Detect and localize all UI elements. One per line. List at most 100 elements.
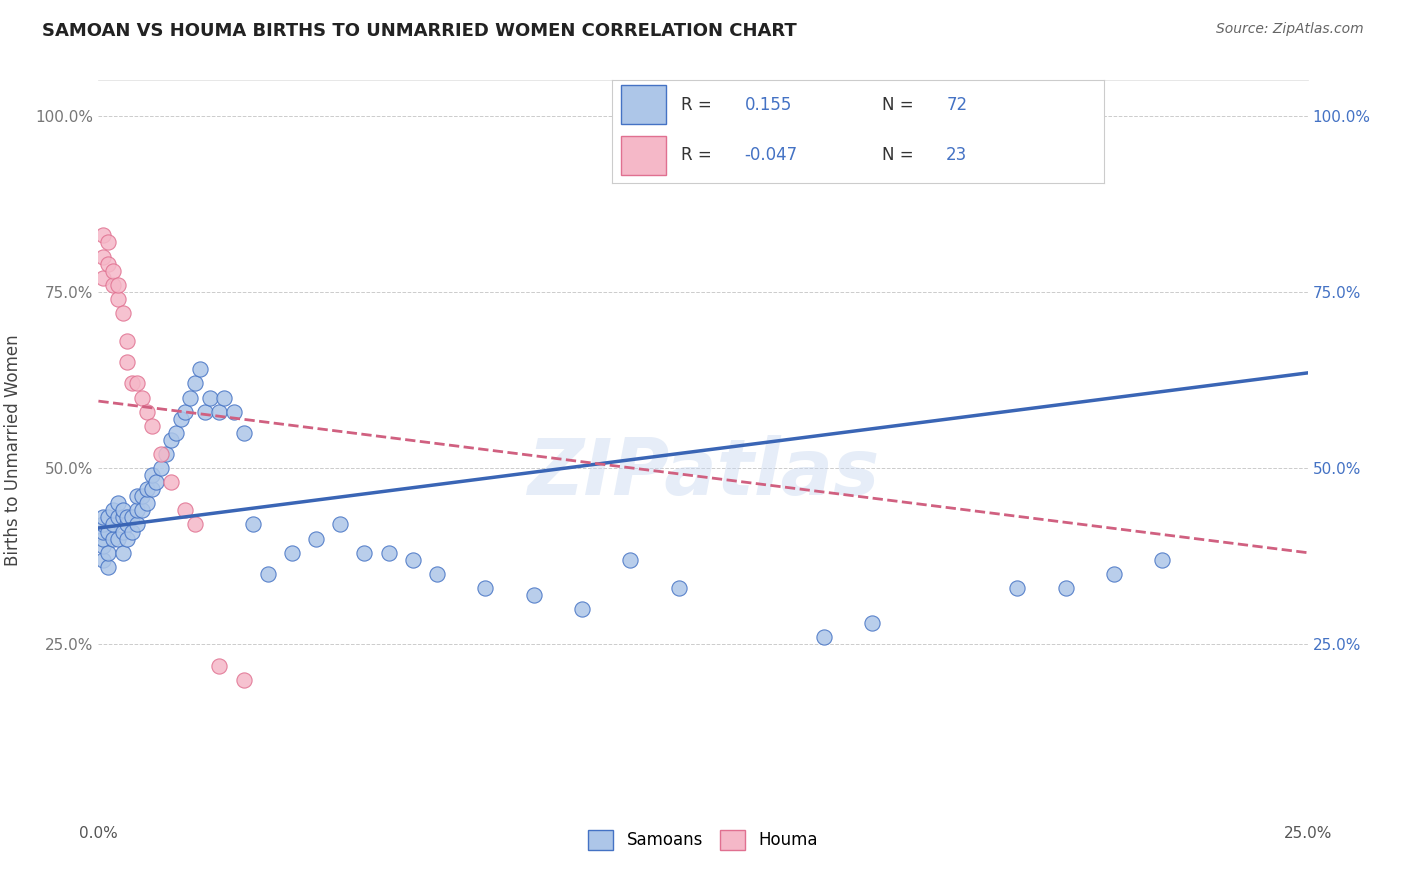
Point — [117, 510, 139, 524]
Point — [91, 510, 114, 524]
Point — [101, 277, 124, 292]
Point — [208, 658, 231, 673]
Point — [188, 362, 211, 376]
Point — [1054, 581, 1077, 595]
Point — [121, 524, 143, 539]
Point — [813, 630, 835, 644]
Point — [135, 405, 157, 419]
Point — [91, 270, 114, 285]
Text: N =: N = — [883, 96, 914, 114]
Text: -0.047: -0.047 — [745, 146, 797, 164]
Point — [111, 306, 134, 320]
Point — [97, 546, 120, 560]
Point — [668, 581, 690, 595]
Point — [101, 532, 124, 546]
Point — [571, 602, 593, 616]
Point — [232, 673, 254, 687]
Point — [127, 503, 149, 517]
Point — [305, 532, 328, 546]
Point — [353, 546, 375, 560]
Point — [91, 532, 114, 546]
Point — [174, 405, 197, 419]
Point — [101, 263, 124, 277]
Text: R =: R = — [681, 96, 711, 114]
Point — [97, 257, 120, 271]
Point — [619, 553, 641, 567]
Point — [169, 411, 191, 425]
Point — [101, 517, 124, 532]
Point — [91, 250, 114, 264]
Point — [1102, 566, 1125, 581]
Point — [141, 468, 163, 483]
Point — [111, 546, 134, 560]
Point — [135, 496, 157, 510]
Text: SAMOAN VS HOUMA BIRTHS TO UNMARRIED WOMEN CORRELATION CHART: SAMOAN VS HOUMA BIRTHS TO UNMARRIED WOME… — [42, 22, 797, 40]
Point — [174, 503, 197, 517]
Y-axis label: Births to Unmarried Women: Births to Unmarried Women — [4, 334, 21, 566]
Point — [329, 517, 352, 532]
Point — [91, 517, 114, 532]
Point — [208, 405, 231, 419]
Point — [1152, 553, 1174, 567]
Text: Source: ZipAtlas.com: Source: ZipAtlas.com — [1216, 22, 1364, 37]
Point — [860, 616, 883, 631]
Point — [107, 532, 129, 546]
FancyBboxPatch shape — [621, 136, 666, 175]
Point — [91, 553, 114, 567]
Point — [150, 461, 173, 475]
Point — [184, 376, 207, 391]
Point — [184, 517, 207, 532]
Point — [121, 376, 143, 391]
Point — [141, 418, 163, 433]
Point — [131, 503, 153, 517]
Point — [145, 475, 167, 490]
Point — [97, 524, 120, 539]
Point — [107, 292, 129, 306]
Point — [179, 391, 201, 405]
Legend: Samoans, Houma: Samoans, Houma — [582, 823, 824, 856]
Point — [117, 517, 139, 532]
Point — [160, 475, 183, 490]
Text: 23: 23 — [946, 146, 967, 164]
Point — [127, 489, 149, 503]
Point — [97, 235, 120, 250]
Point — [232, 425, 254, 440]
Point — [242, 517, 264, 532]
Point — [111, 503, 134, 517]
Point — [281, 546, 304, 560]
Text: 0.155: 0.155 — [745, 96, 792, 114]
Point — [426, 566, 449, 581]
Point — [97, 510, 120, 524]
Point — [117, 334, 139, 348]
Point — [222, 405, 245, 419]
Point — [141, 482, 163, 496]
Point — [101, 503, 124, 517]
Point — [91, 539, 114, 553]
Point — [97, 559, 120, 574]
Text: R =: R = — [681, 146, 711, 164]
Point — [111, 510, 134, 524]
Point — [256, 566, 278, 581]
Point — [212, 391, 235, 405]
Point — [402, 553, 425, 567]
Text: ZIPatlas: ZIPatlas — [527, 434, 879, 511]
Point — [160, 433, 183, 447]
Point — [117, 355, 139, 369]
Point — [91, 524, 114, 539]
Text: 72: 72 — [946, 96, 967, 114]
Point — [1007, 581, 1029, 595]
Point — [91, 228, 114, 243]
Point — [117, 532, 139, 546]
Point — [111, 524, 134, 539]
Point — [523, 588, 546, 602]
Point — [377, 546, 399, 560]
Point — [150, 447, 173, 461]
Point — [127, 376, 149, 391]
FancyBboxPatch shape — [621, 86, 666, 124]
Text: N =: N = — [883, 146, 914, 164]
Point — [107, 496, 129, 510]
Point — [135, 482, 157, 496]
Point — [155, 447, 177, 461]
Point — [121, 510, 143, 524]
Point — [107, 277, 129, 292]
